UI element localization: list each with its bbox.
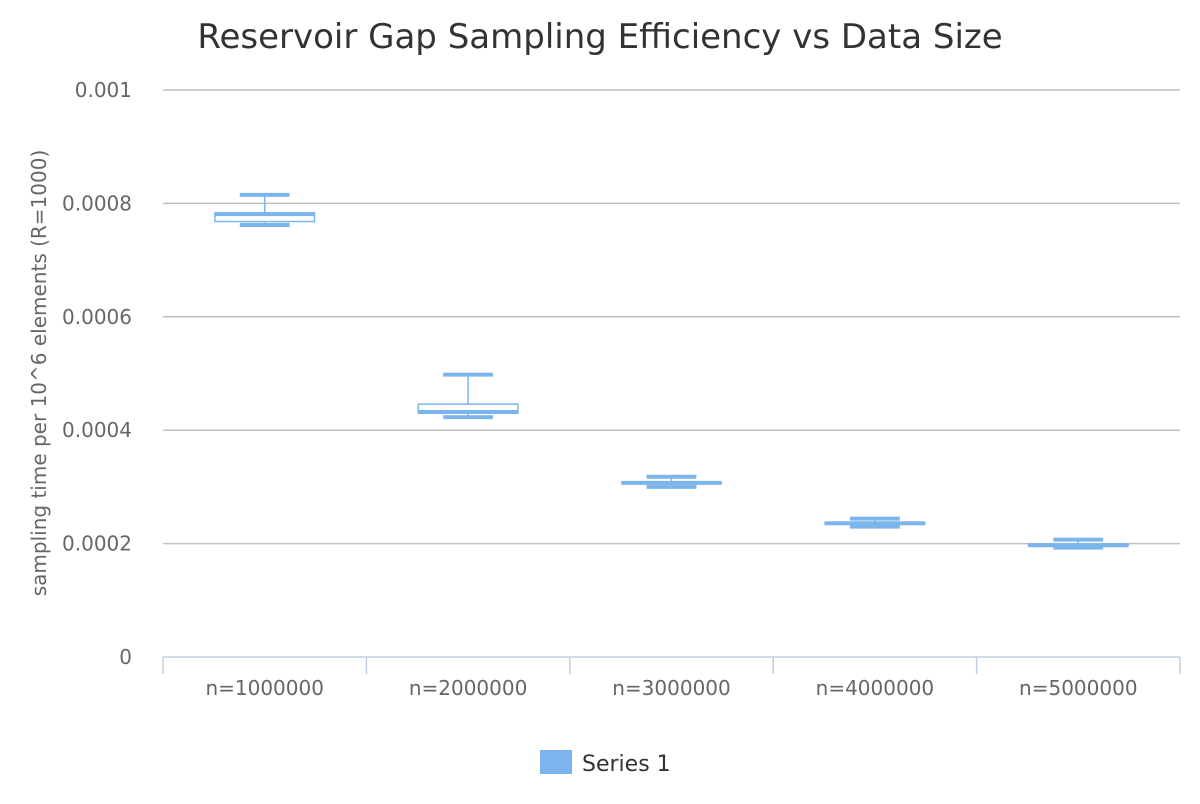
- box-plot-item: [1027, 537, 1129, 550]
- series-group: [214, 192, 1129, 550]
- y-axis: 0 0.0002 0.0004 0.0006 0.0008 0.001: [62, 78, 132, 669]
- x-tick-label: n=1000000: [205, 676, 324, 700]
- legend-label[interactable]: Series 1: [582, 752, 671, 777]
- legend-swatch[interactable]: [540, 750, 572, 774]
- y-tick-label: 0: [119, 645, 132, 669]
- y-tick-label: 0.0004: [62, 418, 132, 442]
- y-tick-label: 0.0006: [62, 305, 132, 329]
- x-tick-label: n=3000000: [612, 676, 731, 700]
- y-tick-label: 0.0008: [62, 191, 132, 215]
- y-tick-label: 0.001: [75, 78, 132, 102]
- box-plot-item: [417, 372, 519, 420]
- x-tick-label: n=5000000: [1019, 676, 1138, 700]
- box-plot-item: [214, 192, 316, 227]
- y-axis-title: sampling time per 10^6 elements (R=1000): [27, 150, 51, 597]
- box-plot-item: [620, 474, 723, 489]
- grid-lines: [163, 89, 1180, 545]
- x-tick-label: n=4000000: [816, 676, 935, 700]
- chart-title: Reservoir Gap Sampling Efficiency vs Dat…: [197, 17, 1002, 57]
- x-tick-label: n=2000000: [409, 676, 528, 700]
- y-tick-label: 0.0002: [62, 532, 132, 556]
- box-plot-item: [824, 516, 926, 529]
- x-axis: n=1000000 n=2000000 n=3000000 n=4000000 n=50…: [162, 656, 1181, 700]
- legend[interactable]: Series 1: [540, 750, 671, 777]
